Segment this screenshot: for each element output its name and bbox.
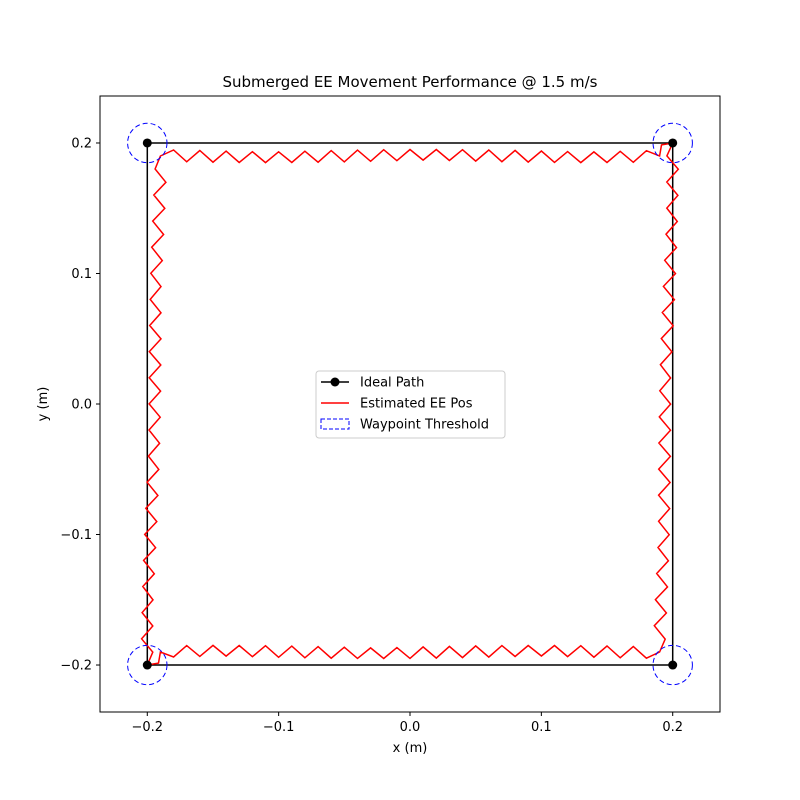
ideal-path-marker xyxy=(142,138,152,148)
x-axis-label: x (m) xyxy=(393,741,428,756)
chart-title: Submerged EE Movement Performance @ 1.5 … xyxy=(223,73,598,91)
legend-label: Estimated EE Pos xyxy=(360,397,473,412)
legend-ideal-path-marker xyxy=(330,377,340,387)
legend-label: Ideal Path xyxy=(360,376,424,391)
waypoint-threshold-circle xyxy=(127,122,168,164)
y-tick-label: 0.1 xyxy=(71,267,92,282)
waypoint-threshold-circle xyxy=(652,122,693,164)
y-tick-label: −0.1 xyxy=(60,528,92,543)
y-tick-label: 0.2 xyxy=(71,136,92,151)
ideal-path-marker xyxy=(668,660,678,670)
ideal-path-marker xyxy=(142,660,152,670)
x-tick-label: −0.2 xyxy=(131,720,163,735)
legend-box xyxy=(315,370,506,439)
legend-label: Waypoint Threshold xyxy=(360,418,489,433)
x-tick-label: −0.1 xyxy=(263,720,295,735)
x-tick-label: 0.2 xyxy=(662,720,683,735)
y-tick-label: 0.0 xyxy=(71,398,92,413)
waypoint-threshold-circle xyxy=(127,644,168,686)
legend: Ideal Path Estimated EE Pos Waypoint Thres… xyxy=(315,370,506,439)
y-axis-label: y (m) xyxy=(36,387,51,422)
x-tick-label: 0.0 xyxy=(400,720,421,735)
ideal-path-marker xyxy=(668,138,678,148)
waypoint-threshold-circle xyxy=(652,644,693,686)
y-tick-label: −0.2 xyxy=(60,659,92,674)
legend-threshold-swatch xyxy=(320,418,350,430)
x-tick-label: 0.1 xyxy=(531,720,552,735)
